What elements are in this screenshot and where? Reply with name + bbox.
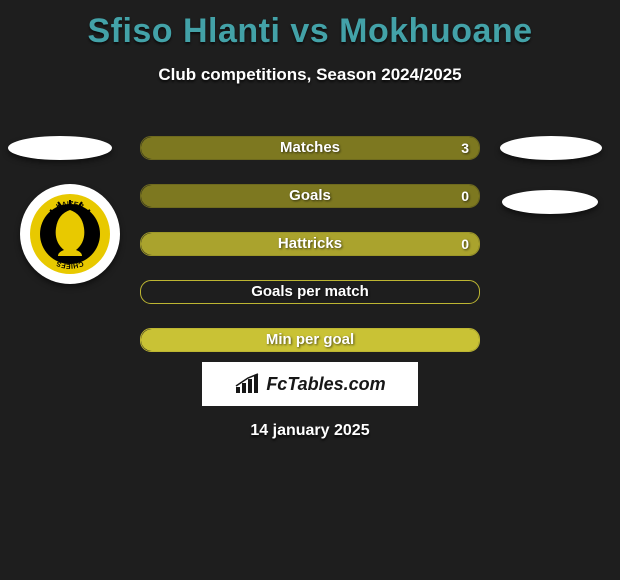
stat-row: Matches3 [140, 136, 480, 160]
stat-row-label: Goals [141, 185, 479, 207]
stat-row-label: Hattricks [141, 233, 479, 255]
stat-row: Goals0 [140, 184, 480, 208]
stat-row: Min per goal [140, 328, 480, 352]
page-subtitle: Club competitions, Season 2024/2025 [0, 65, 620, 85]
stat-rows: Matches3Goals0Hattricks0Goals per matchM… [140, 136, 480, 376]
player-right-ellipse-2 [502, 190, 598, 214]
stat-row: Goals per match [140, 280, 480, 304]
brand-bars-icon [234, 373, 260, 395]
team-logo-left: KAIZER CHIEFS [20, 184, 120, 284]
stat-row-label: Matches [141, 137, 479, 159]
stat-row-label: Goals per match [141, 281, 479, 303]
stat-row-value: 3 [461, 137, 469, 159]
brand-box: FcTables.com [202, 362, 418, 406]
player-right-ellipse-1 [500, 136, 602, 160]
stat-row-label: Min per goal [141, 329, 479, 351]
page-title: Sfiso Hlanti vs Mokhuoane [0, 12, 620, 51]
stat-row: Hattricks0 [140, 232, 480, 256]
stat-row-value: 0 [461, 233, 469, 255]
player-left-ellipse [8, 136, 112, 160]
brand-text: FcTables.com [266, 374, 385, 395]
stat-row-value: 0 [461, 185, 469, 207]
kaizer-chiefs-logo-icon: KAIZER CHIEFS [28, 192, 112, 276]
date-text: 14 january 2025 [0, 422, 620, 440]
